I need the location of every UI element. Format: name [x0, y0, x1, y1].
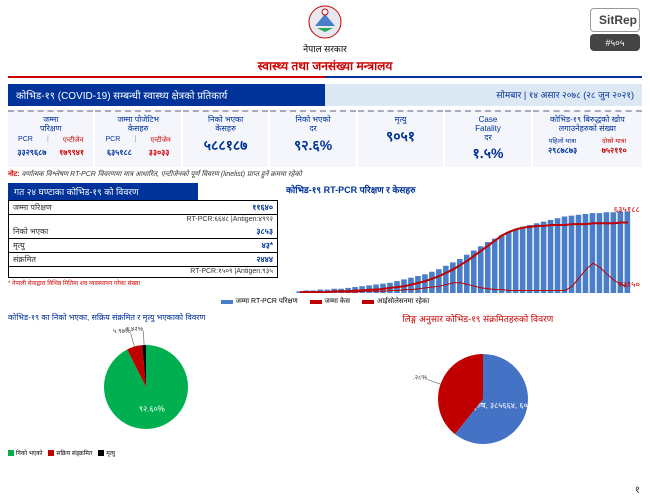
pie1-section: कोभिड-१९ का निको भएका, सक्रिय संक्रमित र…	[8, 312, 304, 459]
svg-text:९२.६०%: ९२.६०%	[139, 405, 165, 414]
box24: जम्मा परिक्षण११६४०RT-PCR:६६४८ |Antigen:४…	[8, 200, 278, 278]
divider	[8, 76, 642, 78]
stat-recovery-rate: निको भएको दर ९२.६%	[270, 110, 355, 167]
line-chart-title: कोभिड-१९ RT-PCR परिक्षण र केसहरु	[286, 183, 642, 196]
line-chart: ६३५१८८ २३९५०	[286, 198, 642, 293]
header: नेपाल सरकार स्वास्थ्य तथा जनसंख्या मन्त्…	[0, 0, 650, 76]
box24-row: मृत्यु४३*	[9, 239, 277, 253]
box24-title: गत २४ घण्टाका कोभिड-१९ को विवरण	[8, 183, 198, 200]
title-bar: कोभिड-१९ (COVID-19) सम्बन्धी स्वास्थ्य क…	[8, 84, 642, 106]
stat-cfr: Case Fatality दर १.५%	[445, 110, 530, 167]
stat-recovered: निको भएका केसहरु ५८८१८७	[183, 110, 268, 167]
stat-vaccine: कोभिड-१९ बिरुद्धको खोप लगाउनेहरुको संख्य…	[533, 110, 642, 167]
svg-text:महिला, २४९५२४, ३९.२८%: महिला, २४९५२४, ३९.२८%	[413, 374, 428, 382]
line-legend: जम्मा RT-PCR परिक्षणजम्मा केसआईसोलेसनमा …	[0, 297, 650, 306]
note: नोट: वर्णात्मक विश्लेषण RT-PCR विवरणमा म…	[8, 170, 642, 179]
pie2-section: लिङ्ग अनुसार कोभिड-१९ संक्रमितहरुको विवर…	[314, 312, 642, 459]
emblem-icon	[307, 4, 343, 40]
box24-foot: * नेपाली सेनाद्वारा विभिन्न मितिमा शव व्…	[8, 279, 278, 287]
stat-total-tests: जम्मा परिक्षण PCR|एन्टीजेन ३३२९६८७१७९९४१	[8, 110, 93, 167]
stat-deaths: मृत्यु ९०५१	[358, 110, 443, 167]
sitrep-label: SitRep	[590, 8, 640, 32]
svg-text:६३५१८८: ६३५१८८	[614, 206, 640, 215]
title-left: कोभिड-१९ (COVID-19) सम्बन्धी स्वास्थ्य क…	[8, 84, 325, 106]
box24-row: संक्रमित२४४४	[9, 253, 277, 267]
pie1-legend: निको भएकोसक्रिय संड्क्रमितमृत्यु	[8, 449, 304, 457]
stat-positive: जम्मा पोजेटिभ केसहरु PCR|एन्टीजेन ६३५१८८…	[95, 110, 180, 167]
pie2: पुरुष, ३८५६६४, ६०.७२% महिला, २४९५२४, ३९.२…	[413, 329, 543, 459]
gov-label: नेपाल सरकार	[0, 42, 650, 55]
pie2-title: लिङ्ग अनुसार कोभिड-१९ संक्रमितहरुको विवर…	[314, 312, 642, 325]
title-right: सोमबार | १४ असार २०७८ (२८ जुन २०२१)	[325, 84, 642, 106]
svg-text:पुरुष, ३८५६६४, ६०.७२%: पुरुष, ३८५६६४, ६०.७२%	[471, 401, 542, 411]
sitrep-box: SitRep #५०५	[590, 8, 640, 51]
ministry-label: स्वास्थ्य तथा जनसंख्या मन्त्रालय	[0, 57, 650, 74]
pie1: ९२.६०%५.९७%१.४२%	[96, 327, 216, 447]
sitrep-num: #५०५	[590, 34, 640, 51]
box24-row: जम्मा परिक्षण११६४०	[9, 201, 277, 215]
pie1-title: कोभिड-१९ का निको भएका, सक्रिय संक्रमित र…	[8, 312, 304, 323]
stat-row: जम्मा परिक्षण PCR|एन्टीजेन ३३२९६८७१७९९४१…	[8, 110, 642, 167]
svg-text:२३९५०: २३९५०	[618, 281, 640, 290]
page-num: १	[635, 482, 640, 496]
box24-row: निको भएका३८५३	[9, 225, 277, 239]
svg-text:१.४२%: १.४२%	[126, 327, 144, 333]
